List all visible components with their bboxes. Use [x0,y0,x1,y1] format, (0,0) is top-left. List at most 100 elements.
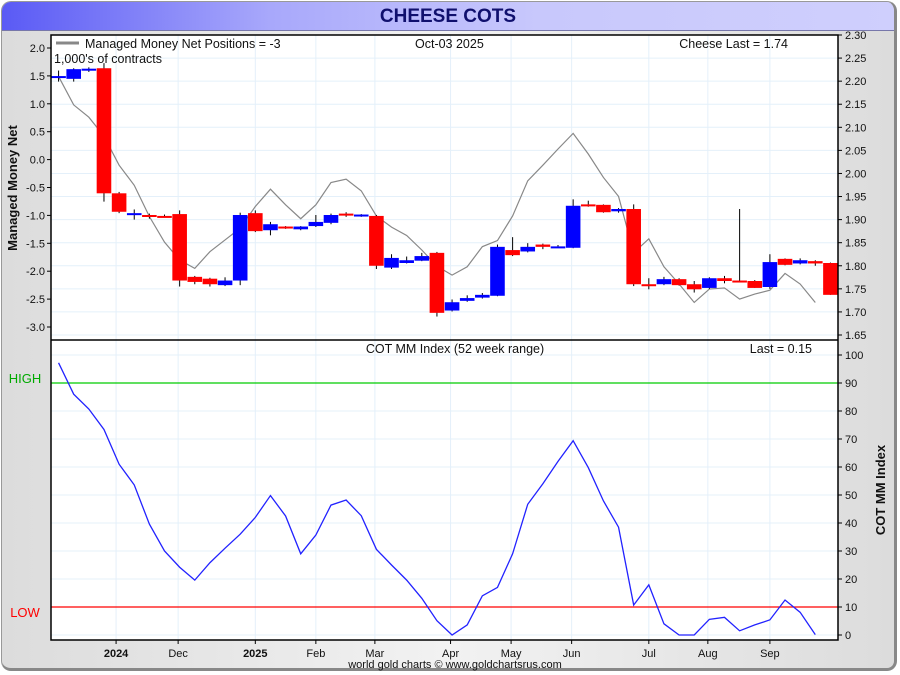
candle-up [399,260,414,263]
candle-down [429,252,445,313]
x-tick-label: Jun [563,648,581,660]
candle-down [641,284,657,287]
right-tick-label: 1.85 [845,238,866,250]
x-tick-label: Apr [442,648,459,660]
index-title: COT MM Index (52 week range) [366,342,544,356]
right-tick-label: 1.95 [845,192,866,204]
candle-down [626,209,641,285]
right-tick-label: 2.05 [845,145,866,157]
index-tick-label: 0 [845,630,851,642]
date-label: Oct-03 2025 [415,37,484,51]
candle-down [671,279,687,286]
x-tick-label: Dec [168,648,188,660]
x-tick-label: 2025 [243,648,267,660]
units-label: 1,000's of contracts [54,52,162,66]
index-tick-label: 30 [845,546,857,558]
candle-down [717,278,732,281]
candle-down [823,263,838,295]
right-tick-label: 2.20 [845,76,866,88]
candle-down [248,213,263,232]
candle-down [777,258,793,265]
candle-up [81,68,97,71]
left-tick-label: -0.5 [26,183,45,195]
candle-down [96,68,112,194]
candle-up [126,213,142,216]
right-tick-label: 1.75 [845,284,866,296]
left-tick-label: -2.0 [26,266,45,278]
candle-down [369,215,384,266]
candle-up [293,226,309,230]
index-tick-label: 90 [845,378,857,390]
candle-down [202,278,218,285]
right-tick-label: 1.70 [845,307,866,319]
right-axis-title: COT MM Index [873,444,888,535]
x-tick-label: Sep [760,648,780,660]
candle-up [444,302,460,311]
left-tick-label: 1.0 [30,99,45,111]
index-last-label: Last = 0.15 [750,342,812,356]
left-tick-label: 2.0 [30,43,45,55]
candle-up [414,256,430,261]
index-tick-label: 70 [845,434,857,446]
x-tick-label: Jul [642,648,656,660]
footer-credit: world gold charts © www.goldchartsrus.co… [347,659,562,671]
candle-up [611,209,626,212]
candle-down [596,204,611,213]
candle-up [459,298,475,301]
high-label: HIGH [9,371,42,386]
right-tick-label: 1.65 [845,330,866,342]
left-tick-label: -3.0 [26,322,45,334]
candle-down [111,193,127,212]
candle-up [263,224,278,231]
candle-down [807,261,823,264]
right-tick-label: 2.10 [845,122,866,134]
candle-up [490,246,505,296]
right-tick-label: 2.00 [845,168,866,180]
candle-down [732,280,747,283]
right-tick-label: 2.25 [845,53,866,65]
candle-down [505,250,520,256]
left-tick-label: -1.5 [26,238,45,250]
x-tick-label: Mar [365,648,384,660]
candle-up [475,294,490,298]
candle-up [51,76,66,79]
plot-border [50,34,839,641]
right-tick-label: 2.30 [845,30,866,42]
candle-up [520,246,536,252]
low-label: LOW [10,605,40,620]
left-tick-label: 0.0 [30,155,45,167]
candle-down [747,281,763,288]
right-tick-label: 1.80 [845,261,866,273]
chart-title: CHEESE COTS [379,6,517,27]
legend-label: Managed Money Net Positions = -3 [85,37,281,51]
x-tick-label: 2024 [104,648,129,660]
x-tick-label: Feb [306,648,325,660]
candle-up [702,278,717,288]
index-tick-label: 80 [845,406,857,418]
candle-up [353,214,369,217]
candle-down [338,213,354,216]
cheese-last-label: Cheese Last = 1.74 [679,37,788,51]
left-tick-label: 0.5 [30,127,45,139]
index-tick-label: 10 [845,602,857,614]
candle-up [565,205,581,248]
candle-up [384,257,399,268]
candle-down [686,284,702,290]
right-tick-label: 2.15 [845,99,866,111]
left-tick-label: -2.5 [26,294,45,306]
left-tick-label: -1.0 [26,210,45,222]
index-tick-label: 50 [845,490,857,502]
candle-down [278,226,293,229]
right-tick-label: 1.90 [845,215,866,227]
candle-down [187,276,203,282]
cot-index-line [57,362,816,636]
candle-up [762,262,778,287]
plot-background [51,35,838,640]
candle-up [232,215,248,281]
candle-down [535,244,551,247]
candle-up [308,221,324,227]
candle-down [142,215,157,217]
candle-up [66,69,82,79]
candle-down [580,204,596,207]
